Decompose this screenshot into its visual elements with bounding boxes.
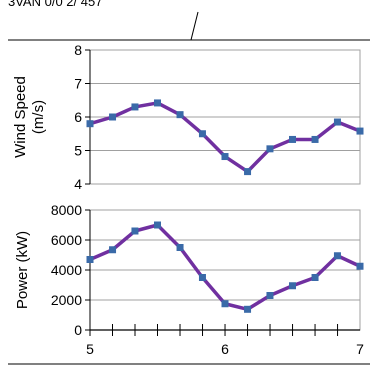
- wind-data-point: [221, 153, 229, 161]
- power-y-tick-label: 2000: [51, 292, 82, 308]
- power-y-tick-label: 6000: [51, 232, 82, 248]
- power-data-point: [333, 252, 341, 260]
- power-y-tick-label: 0: [74, 322, 82, 338]
- wind-data-point: [266, 145, 274, 153]
- power-data-point: [356, 262, 364, 270]
- wind-data-point: [109, 113, 117, 121]
- wind-y-tick-label: 6: [74, 109, 82, 125]
- wind-speed-panel: 4 5 6 7 8 Wind Speed(m/s): [12, 42, 364, 192]
- wind-y-tick-label: 8: [74, 42, 82, 58]
- power-data-point: [221, 300, 229, 308]
- power-x-tick-label: 5: [86, 341, 94, 357]
- wind-data-point: [244, 168, 252, 176]
- wind-data-point: [289, 135, 296, 143]
- power-y-axis-label: Power (kW): [14, 231, 31, 309]
- power-data-point: [244, 305, 252, 313]
- wind-data-point: [333, 118, 341, 126]
- power-x-tick-label: 6: [221, 341, 229, 357]
- wind-data-point: [131, 103, 139, 111]
- power-data-point: [109, 246, 117, 254]
- wind-data-point: [86, 120, 94, 128]
- wind-y-axis-label: Wind Speed(m/s): [12, 76, 47, 158]
- power-panel: 0 2000 4000 6000 8000 Power (kW) 5 6 7: [14, 202, 364, 357]
- power-data-point: [154, 221, 161, 229]
- wind-y-tick-label: 7: [74, 76, 82, 92]
- power-data-point: [289, 282, 296, 290]
- wind-data-point: [311, 135, 319, 143]
- power-y-tick-label: 8000: [51, 202, 82, 218]
- wind-y-tick-label: 4: [74, 176, 82, 192]
- power-data-point: [266, 292, 274, 299]
- wind-data-point: [198, 130, 206, 138]
- wind-data-point: [356, 127, 364, 135]
- wind-data-point: [176, 111, 184, 119]
- power-x-tick-label: 7: [356, 341, 364, 357]
- power-data-point: [176, 244, 184, 251]
- wind-data-point: [154, 99, 161, 107]
- wind-y-tick-label: 5: [74, 143, 82, 159]
- decorative-slash-line: [190, 11, 199, 41]
- clipped-header-text: 3VAN 0/0 2/ 457: [8, 0, 102, 9]
- power-data-point: [86, 256, 94, 263]
- power-data-point: [198, 274, 206, 281]
- power-data-point: [311, 274, 319, 281]
- power-y-tick-label: 4000: [51, 262, 82, 278]
- power-data-point: [131, 227, 139, 235]
